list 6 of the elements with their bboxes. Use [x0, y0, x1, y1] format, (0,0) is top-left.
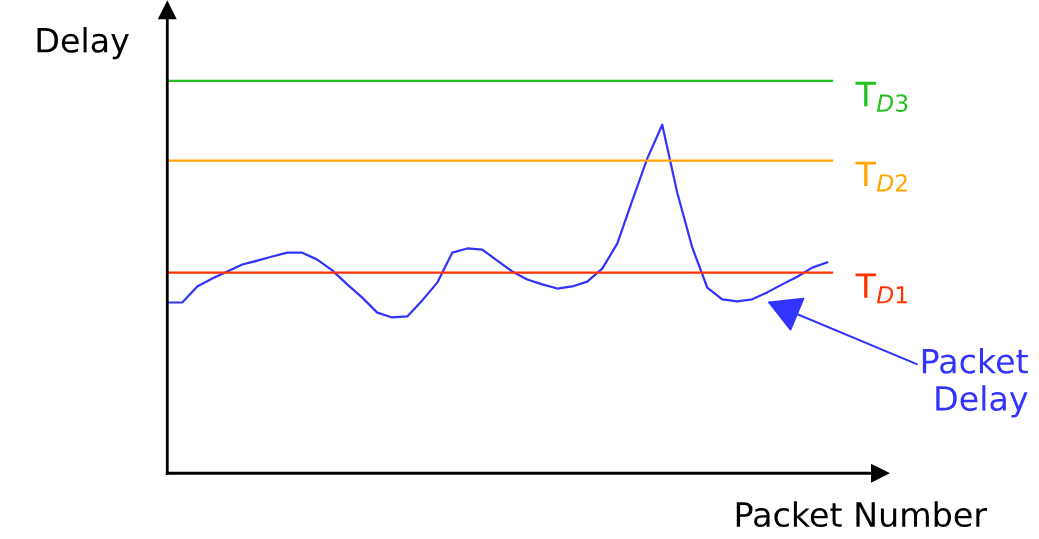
- text: Packet Delay: [922, 347, 1028, 418]
- ref-line-label: T$_{D2}$: [855, 161, 907, 192]
- x-axis-title: Packet Number: [736, 501, 988, 528]
- ref-line-label: T$_{D1}$: [855, 273, 907, 304]
- ref-line-label: T$_{D3}$: [855, 81, 908, 112]
- y-axis-title: Delay: [37, 26, 129, 60]
